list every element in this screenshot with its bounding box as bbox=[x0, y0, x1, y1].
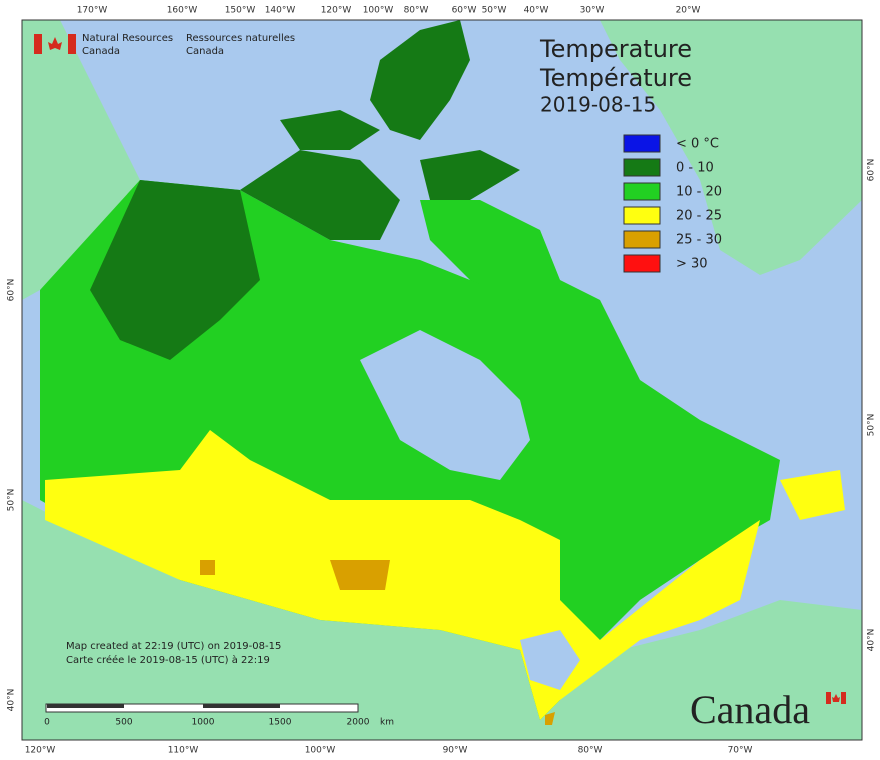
latitude-label: 50°N bbox=[867, 414, 877, 437]
scale-unit: km bbox=[380, 718, 394, 728]
scale-label: 1000 bbox=[192, 718, 215, 728]
longitude-label: 40°W bbox=[524, 6, 549, 16]
latitude-label: 40°N bbox=[7, 689, 17, 712]
yukon-highland bbox=[90, 180, 260, 360]
frame bbox=[21, 19, 863, 741]
warm-region bbox=[780, 470, 845, 520]
legend-label: 0 - 10 bbox=[676, 161, 714, 176]
map-note: Carte créée le 2019-08-15 (UTC) à 22:19 bbox=[66, 654, 270, 666]
longitude-label: 20°W bbox=[676, 6, 701, 16]
longitude-label: 150°W bbox=[225, 6, 256, 16]
legend-label: 10 - 20 bbox=[676, 185, 722, 200]
latitude-label: 60°N bbox=[7, 279, 17, 302]
scale-label: 500 bbox=[115, 718, 132, 728]
agency-en: Canada bbox=[82, 46, 120, 57]
scale-label: 0 bbox=[44, 718, 50, 728]
hot-region bbox=[545, 712, 555, 725]
longitude-label: 50°W bbox=[482, 6, 507, 16]
baffin-island bbox=[420, 200, 560, 300]
arctic-island bbox=[420, 150, 520, 200]
latitude-label: 50°N bbox=[7, 489, 17, 512]
arctic-island bbox=[240, 150, 400, 240]
longitude-label: 80°W bbox=[578, 746, 603, 756]
scale-bar bbox=[45, 703, 359, 713]
legend-swatch bbox=[623, 254, 661, 273]
hot-region bbox=[200, 560, 215, 575]
longitude-label: 100°W bbox=[305, 746, 336, 756]
legend-label: 25 - 30 bbox=[676, 233, 722, 248]
legend-swatch bbox=[623, 158, 661, 177]
longitude-label: 30°W bbox=[580, 6, 605, 16]
map-title: Temperature bbox=[539, 35, 692, 63]
greenland bbox=[600, 20, 862, 275]
warm-region bbox=[45, 430, 760, 720]
longitude-label: 90°W bbox=[443, 746, 468, 756]
map-note: Map created at 22:19 (UTC) on 2019-08-15 bbox=[66, 641, 281, 652]
united-states bbox=[22, 500, 862, 740]
legend-label: 20 - 25 bbox=[676, 209, 722, 224]
longitude-label: 70°W bbox=[728, 746, 753, 756]
longitude-label: 140°W bbox=[265, 6, 296, 16]
legend-swatch bbox=[623, 206, 661, 225]
longitude-label: 80°W bbox=[404, 6, 429, 16]
canada-wordmark-flag bbox=[826, 692, 846, 704]
latitude-label: 40°N bbox=[867, 629, 877, 652]
legend-swatch bbox=[623, 230, 661, 249]
longitude-label: 100°W bbox=[363, 6, 394, 16]
legend-label: > 30 bbox=[676, 257, 708, 272]
legend-swatch bbox=[623, 134, 661, 153]
hudson-bay bbox=[360, 330, 530, 480]
scale-segment bbox=[203, 704, 280, 708]
arctic-island bbox=[370, 20, 470, 140]
map-title: 2019-08-15 bbox=[540, 93, 656, 117]
agency-fr: Canada bbox=[186, 46, 224, 57]
agency-en: Natural Resources bbox=[82, 33, 173, 44]
legend-swatch bbox=[623, 182, 661, 201]
hot-region bbox=[330, 560, 390, 590]
longitude-label: 120°W bbox=[25, 746, 56, 756]
longitude-label: 60°W bbox=[452, 6, 477, 16]
longitude-label: 110°W bbox=[168, 746, 199, 756]
scale-segment bbox=[47, 704, 124, 708]
legend-label: < 0 °C bbox=[676, 137, 719, 152]
scale-label: 2000 bbox=[347, 718, 370, 728]
longitude-label: 170°W bbox=[77, 6, 108, 16]
scale-label: 1500 bbox=[269, 718, 292, 728]
alaska bbox=[22, 20, 140, 300]
great-lakes bbox=[520, 630, 580, 690]
map-title: Température bbox=[539, 64, 692, 92]
longitude-label: 120°W bbox=[321, 6, 352, 16]
longitude-label: 160°W bbox=[167, 6, 198, 16]
canada-wordmark: Canada bbox=[690, 687, 810, 732]
flag-logo bbox=[34, 34, 76, 54]
agency-fr: Ressources naturelles bbox=[186, 33, 295, 44]
arctic-island bbox=[280, 110, 380, 150]
latitude-label: 60°N bbox=[867, 159, 877, 182]
